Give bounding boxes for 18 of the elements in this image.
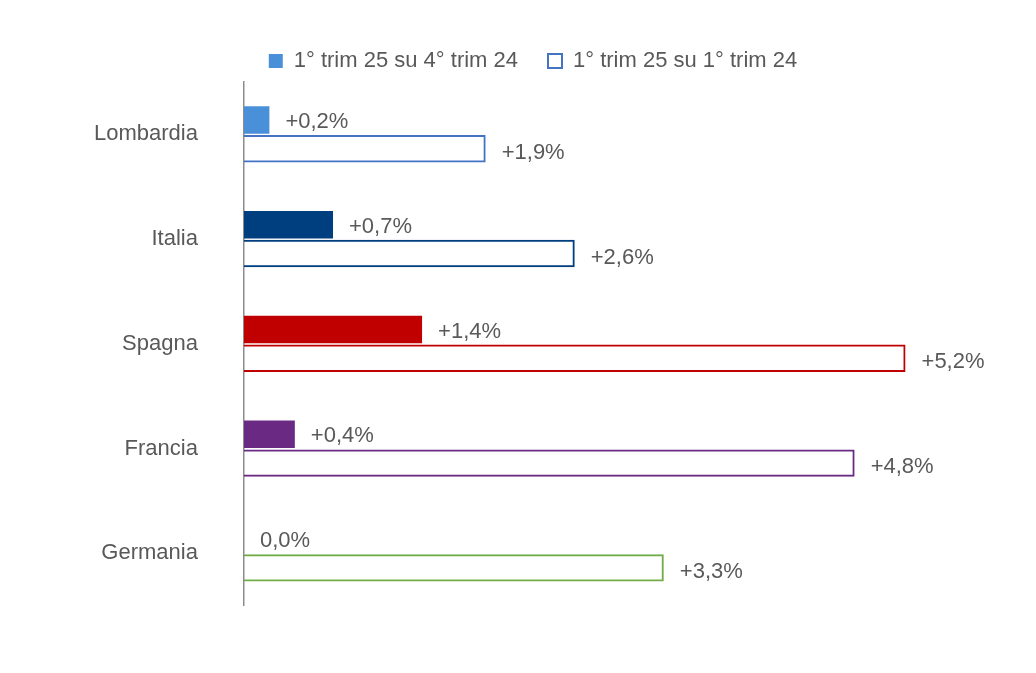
- data-label: 0,0%: [259, 527, 311, 553]
- bar: [243, 106, 270, 134]
- y-tick-label: Italia: [151, 225, 199, 251]
- legend-label: 1° trim 25 su 4° trim 24: [293, 47, 519, 73]
- data-label: +3,3%: [679, 557, 743, 583]
- data-label: +0,7%: [349, 212, 413, 238]
- data-label: +0,4%: [310, 422, 374, 448]
- legend-label: 1° trim 25 su 1° trim 24: [573, 47, 798, 73]
- data-label: +0,2%: [285, 108, 349, 134]
- data-label: +1,4%: [438, 317, 502, 343]
- data-label: +1,9%: [501, 138, 565, 164]
- y-tick-label: Spagna: [122, 329, 199, 355]
- data-label: +4,8%: [870, 453, 934, 479]
- y-tick-label: Lombardia: [94, 120, 199, 146]
- y-tick-label: Germania: [101, 539, 199, 565]
- data-label: +5,2%: [921, 348, 985, 374]
- data-label: +2,6%: [590, 243, 654, 269]
- y-tick-label: Francia: [124, 434, 199, 460]
